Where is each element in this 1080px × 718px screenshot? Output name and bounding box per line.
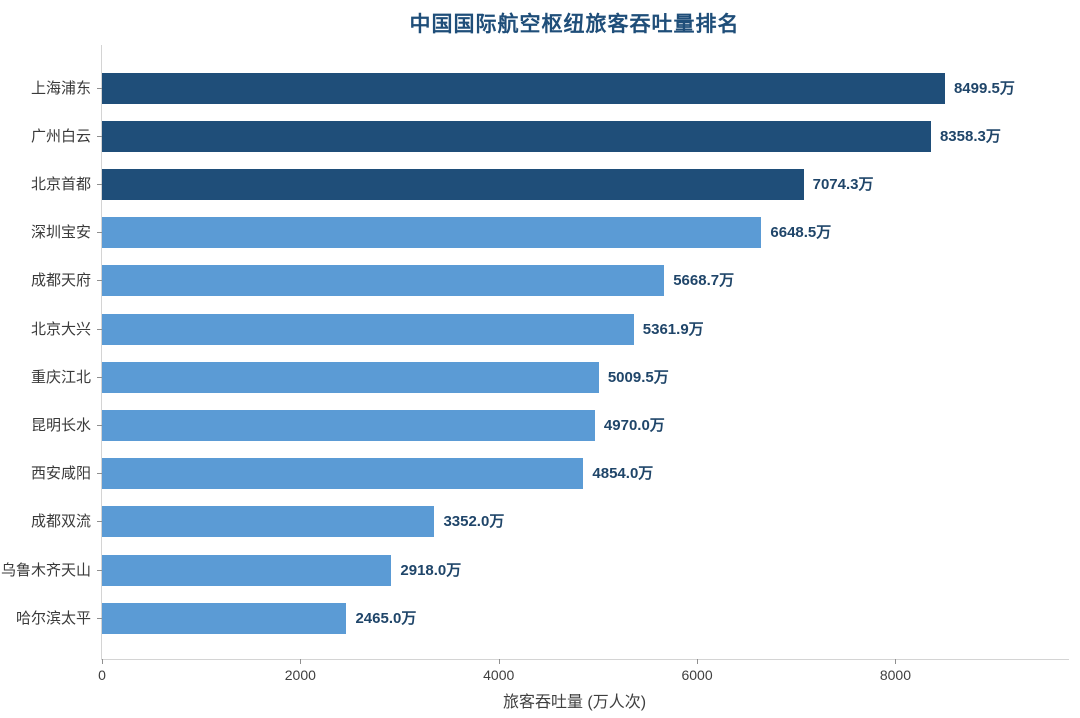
chart-title: 中国国际航空枢纽旅客吞吐量排名 — [409, 13, 740, 36]
bar-row: 上海浦东 8499.5万 — [31, 72, 1069, 104]
x-axis-title: 旅客吞吐量 (万人次) — [502, 694, 647, 711]
bar — [102, 409, 595, 441]
x-tick-mark — [697, 659, 699, 664]
value-label: 8499.5万 — [953, 79, 1015, 97]
category-label: 上海浦东 — [30, 79, 91, 97]
bar — [102, 602, 347, 634]
bar — [102, 313, 634, 345]
bar-row: 哈尔滨太平 2465.0万 — [16, 602, 1069, 634]
y-tick-mark — [97, 280, 102, 282]
category-label: 北京大兴 — [30, 320, 91, 338]
x-tick-label: 2000 — [284, 667, 316, 683]
y-tick-mark — [97, 232, 102, 234]
bar — [102, 168, 804, 200]
y-tick-mark — [97, 617, 102, 619]
value-label: 3352.0万 — [443, 513, 505, 531]
y-tick-mark — [97, 521, 102, 523]
bar-row: 深圳宝安 6648.5万 — [31, 217, 1069, 249]
category-label: 重庆江北 — [30, 368, 91, 386]
bar-row: 昆明长水 4970.0万 — [31, 409, 1069, 441]
value-label: 6648.5万 — [770, 224, 832, 242]
x-tick-mark — [300, 659, 302, 664]
category-label: 北京首都 — [30, 175, 91, 193]
value-label: 7074.3万 — [812, 175, 874, 193]
bar — [102, 72, 945, 104]
category-label: 乌鲁木齐天山 — [0, 561, 91, 579]
y-tick-mark — [97, 328, 102, 330]
x-tick-mark — [498, 659, 500, 664]
y-tick-mark — [97, 183, 102, 185]
value-label: 2918.0万 — [400, 561, 462, 579]
value-label: 5009.5万 — [607, 368, 669, 386]
category-label: 成都天府 — [30, 272, 91, 290]
x-tick-mark — [895, 659, 897, 664]
y-tick-mark — [97, 569, 102, 571]
bar-row: 重庆江北 5009.5万 — [31, 361, 1069, 393]
bar-row: 广州白云 8358.3万 — [31, 120, 1069, 152]
plot-area: 上海浦东 8499.5万广州白云 8358.3万北京首都 7074.3万深圳宝安 664… — [1, 45, 1069, 683]
value-label: 8358.3万 — [939, 127, 1001, 145]
category-label: 深圳宝安 — [30, 224, 91, 242]
bar — [102, 265, 665, 297]
value-label: 2465.0万 — [355, 609, 417, 627]
x-tick-label: 6000 — [681, 667, 713, 683]
bar-row: 西安咸阳 4854.0万 — [31, 458, 1069, 490]
value-label: 4970.0万 — [603, 416, 665, 434]
bar — [102, 506, 435, 538]
bar-row: 成都天府 5668.7万 — [31, 265, 1069, 297]
category-label: 西安咸阳 — [30, 465, 91, 483]
y-tick-mark — [97, 376, 102, 378]
y-tick-mark — [97, 424, 102, 426]
category-label: 广州白云 — [30, 127, 91, 145]
x-tick-label: 8000 — [879, 667, 911, 683]
y-tick-mark — [97, 135, 102, 137]
x-tick-mark — [102, 659, 103, 664]
category-label: 成都双流 — [30, 513, 91, 531]
bar — [102, 458, 584, 490]
category-label: 哈尔滨太平 — [15, 609, 91, 627]
y-tick-mark — [97, 87, 102, 89]
bar-row: 成都双流 3352.0万 — [31, 506, 1069, 538]
category-label: 昆明长水 — [30, 416, 91, 434]
x-tick-label: 0 — [98, 667, 106, 683]
bar — [102, 217, 762, 249]
bar — [102, 361, 599, 393]
bar — [102, 554, 392, 586]
bar-row: 北京大兴 5361.9万 — [31, 313, 1069, 345]
value-label: 5668.7万 — [673, 272, 735, 290]
value-label: 5361.9万 — [642, 320, 704, 338]
value-label: 4854.0万 — [592, 465, 654, 483]
bar-row: 乌鲁木齐天山 2918.0万 — [1, 554, 1069, 586]
x-tick-label: 4000 — [483, 667, 515, 683]
bar-row: 北京首都 7074.3万 — [31, 168, 1069, 200]
y-tick-mark — [97, 473, 102, 475]
bar — [102, 120, 931, 152]
